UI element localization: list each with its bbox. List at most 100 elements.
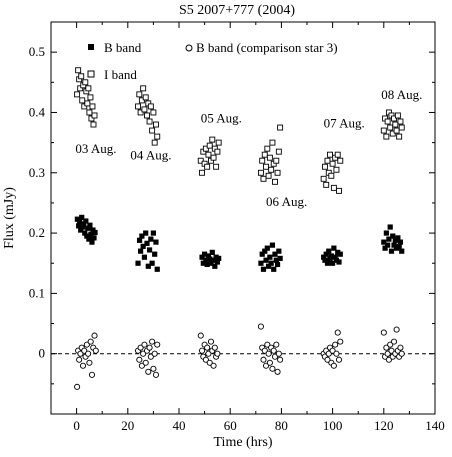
data-point [334,329,341,336]
x-tick-label: 120 [374,418,394,433]
data-point [84,100,91,107]
data-point [85,85,92,92]
data-point [82,79,89,86]
data-point [136,356,143,363]
legend-label-comparison-star: B band (comparison star 3) [196,40,338,55]
data-point [387,224,393,230]
x-tick-label: 0 [73,418,80,433]
data-point [266,263,272,269]
data-point [328,172,335,179]
data-point [273,157,280,164]
data-point [153,239,159,245]
data-point [329,160,336,167]
data-point [320,175,327,182]
data-point [385,356,392,363]
data-point [77,350,84,357]
data-point [383,133,390,140]
data-point [151,139,158,146]
data-point [264,145,271,152]
data-point [79,214,85,220]
data-point [137,109,144,116]
data-point [389,130,396,137]
data-point [83,218,89,224]
data-point [88,231,94,237]
data-point [214,350,221,357]
data-point [275,148,282,155]
data-point [214,148,221,155]
data-point [336,187,342,194]
data-point [206,142,213,149]
axis-ticks: 0 20 40 60 80 100 120 140 0 0.1 0.2 0.3 0.4 0.5 [29,21,445,433]
data-point [391,242,397,248]
data-point [397,344,404,351]
data-point [81,103,88,110]
series-1 [74,67,405,194]
data-point [199,169,205,176]
data-point [337,338,344,345]
data-point [146,118,153,125]
data-point [258,260,264,266]
data-point [80,224,86,230]
data-point [136,237,143,243]
data-point [205,253,212,259]
data-point [77,85,84,92]
data-point [257,323,264,330]
data-point [332,341,339,348]
data-point [154,266,160,272]
data-point [197,332,204,339]
data-point [209,136,216,143]
data-point [76,356,83,363]
data-point [89,103,96,110]
data-point [205,350,212,357]
data-point [146,247,153,253]
data-point [267,254,273,260]
data-point [273,341,280,348]
legend: B band I band B band (comparison star 3) [87,40,338,82]
data-point [277,124,284,131]
data-point [141,254,148,260]
data-point [199,254,205,260]
data-point [387,124,394,131]
data-point [274,368,281,375]
y-tick-label: 0.3 [29,165,45,180]
data-point [150,365,157,372]
data-point [390,338,398,345]
data-point [202,251,208,257]
data-point [216,255,222,262]
data-point [142,359,149,366]
data-point [257,169,264,176]
data-point [138,97,145,104]
data-point [329,347,336,354]
data-point [334,151,341,158]
data-point [213,163,220,170]
data-point [260,175,267,182]
data-point [394,112,401,119]
data-point [204,344,211,351]
data-point [87,94,94,101]
data-point [144,112,150,119]
data-point [82,230,88,236]
y-axis-label: Flux (mJy) [2,187,17,249]
data-point [153,121,159,128]
data-point [269,365,276,372]
data-point [323,181,330,188]
data-point [387,341,394,348]
data-point [324,260,331,266]
data-point [324,356,331,363]
data-point [271,353,279,360]
data-point [272,178,278,185]
data-point [390,233,396,239]
data-point [154,341,161,348]
data-point [325,350,332,357]
data-point [202,145,209,152]
data-point [88,115,95,122]
data-point [207,256,213,262]
data-point [87,222,93,228]
data-point [386,236,392,242]
data-point [336,259,342,265]
data-point [206,359,213,366]
data-point [391,115,397,122]
data-point [212,263,218,269]
data-point [135,103,141,110]
data-point [150,230,156,236]
